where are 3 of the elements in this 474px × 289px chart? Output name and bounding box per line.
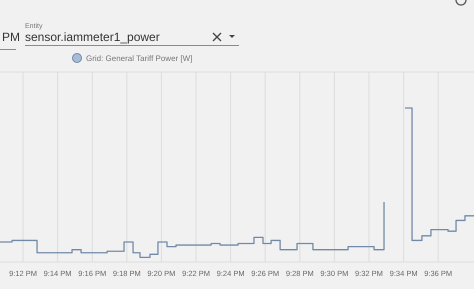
text: sensor.iammeter1_power <box>25 30 160 44</box>
date-field: PM <box>0 30 20 50</box>
legend-label: Grid: General Tariff Power [W] <box>86 54 192 63</box>
